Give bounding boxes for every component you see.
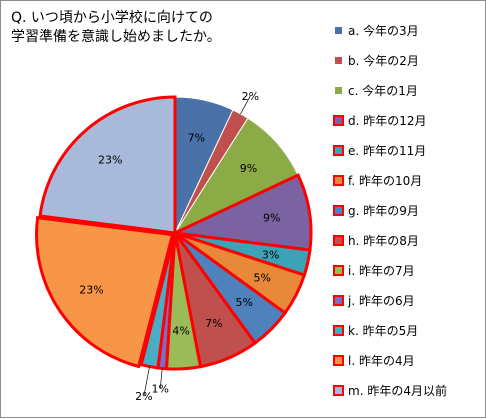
- legend-swatch: [335, 236, 342, 244]
- slice-label-3: 9%: [263, 212, 280, 225]
- legend-swatch: [335, 326, 342, 334]
- legend-item: l. 昨年の4月: [335, 345, 447, 375]
- legend-label: j. 昨年の6月: [348, 293, 415, 308]
- slice-label-7: 7%: [205, 317, 222, 330]
- pie-slice-11: [35, 215, 175, 369]
- legend-swatch: [335, 116, 342, 124]
- legend-label: e. 昨年の11月: [348, 143, 427, 158]
- legend-swatch: [335, 56, 342, 64]
- legend-item: g. 昨年の9月: [335, 195, 447, 225]
- leader-line-10: [143, 366, 150, 397]
- legend-swatch: [335, 356, 342, 364]
- pie-slice-12: [38, 95, 177, 235]
- legend-swatch: [335, 386, 342, 394]
- slice-label-2: 9%: [240, 162, 257, 175]
- legend-label: c. 今年の1月: [348, 83, 418, 98]
- legend-item: m. 昨年の4月以前: [335, 375, 447, 405]
- legend-swatch: [335, 296, 342, 304]
- slice-label-5: 5%: [254, 271, 271, 284]
- slice-label-6: 5%: [236, 296, 253, 309]
- legend-swatch: [335, 266, 342, 274]
- legend-item: f. 昨年の10月: [335, 165, 447, 195]
- slice-label-0: 7%: [188, 131, 205, 144]
- slice-label-1: 2%: [242, 90, 259, 103]
- legend-item: b. 今年の2月: [335, 45, 447, 75]
- legend-label: b. 今年の2月: [348, 53, 419, 68]
- slice-label-12: 23%: [98, 154, 122, 167]
- slice-label-10: 2%: [135, 390, 152, 403]
- slice-label-8: 4%: [172, 325, 189, 338]
- legend-item: j. 昨年の6月: [335, 285, 447, 315]
- legend-label: m. 昨年の4月以前: [348, 383, 447, 398]
- chart-title: Q. いつ頃から小学校に向けての 学習準備を意識し始めましたか。: [11, 10, 221, 45]
- legend-swatch: [335, 206, 342, 214]
- legend-label: f. 昨年の10月: [348, 173, 423, 188]
- legend: a. 今年の3月 b. 今年の2月 c. 今年の1月 d. 昨年の12月 e. 昨年の1…: [335, 15, 447, 405]
- legend-label: h. 昨年の8月: [348, 233, 419, 248]
- legend-item: a. 今年の3月: [335, 15, 447, 45]
- legend-label: d. 昨年の12月: [348, 113, 427, 128]
- legend-item: d. 昨年の12月: [335, 105, 447, 135]
- legend-swatch: [335, 176, 342, 184]
- legend-swatch: [335, 26, 342, 34]
- leader-line-9: [159, 368, 163, 389]
- legend-item: k. 昨年の5月: [335, 315, 447, 345]
- legend-item: i. 昨年の7月: [335, 255, 447, 285]
- legend-item: c. 今年の1月: [335, 75, 447, 105]
- legend-label: l. 昨年の4月: [348, 353, 415, 368]
- legend-swatch: [335, 146, 342, 154]
- slice-label-11: 23%: [79, 284, 103, 297]
- legend-item: e. 昨年の11月: [335, 135, 447, 165]
- legend-swatch: [335, 86, 342, 94]
- slice-label-4: 3%: [262, 248, 279, 261]
- legend-label: g. 昨年の9月: [348, 203, 419, 218]
- legend-label: k. 昨年の5月: [348, 323, 419, 338]
- slice-label-9: 1%: [152, 383, 169, 396]
- legend-label: i. 昨年の7月: [348, 263, 415, 278]
- legend-label: a. 今年の3月: [348, 23, 419, 38]
- legend-item: h. 昨年の8月: [335, 225, 447, 255]
- leader-line-1: [240, 95, 251, 114]
